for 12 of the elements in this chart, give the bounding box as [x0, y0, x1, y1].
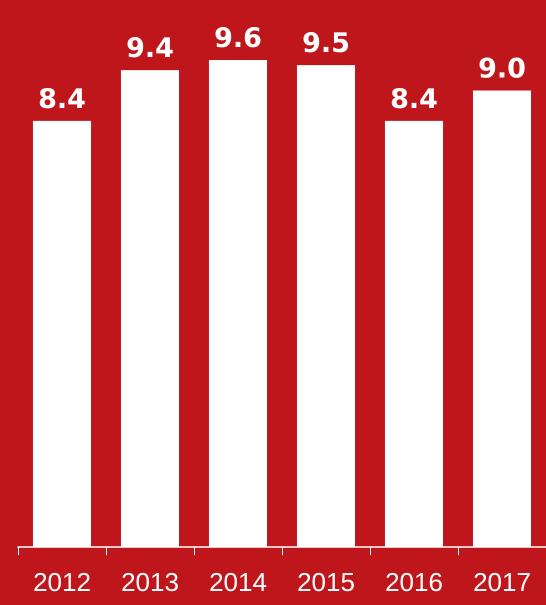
data-label: 9.0 — [478, 53, 526, 84]
data-label: 9.6 — [214, 23, 262, 54]
data-label: 8.4 — [390, 84, 438, 115]
data-label: 9.5 — [302, 28, 350, 60]
x-tick-label: 2012 — [33, 567, 91, 597]
x-tick-label: 2014 — [209, 567, 267, 597]
x-tick-label: 2017 — [473, 567, 531, 597]
x-tick-label: 2016 — [385, 567, 443, 597]
data-label: 9.4 — [126, 33, 174, 64]
data-label: 8.4 — [38, 84, 86, 115]
x-tick-label: 2015 — [297, 567, 355, 597]
x-tick-label: 2013 — [121, 567, 179, 597]
